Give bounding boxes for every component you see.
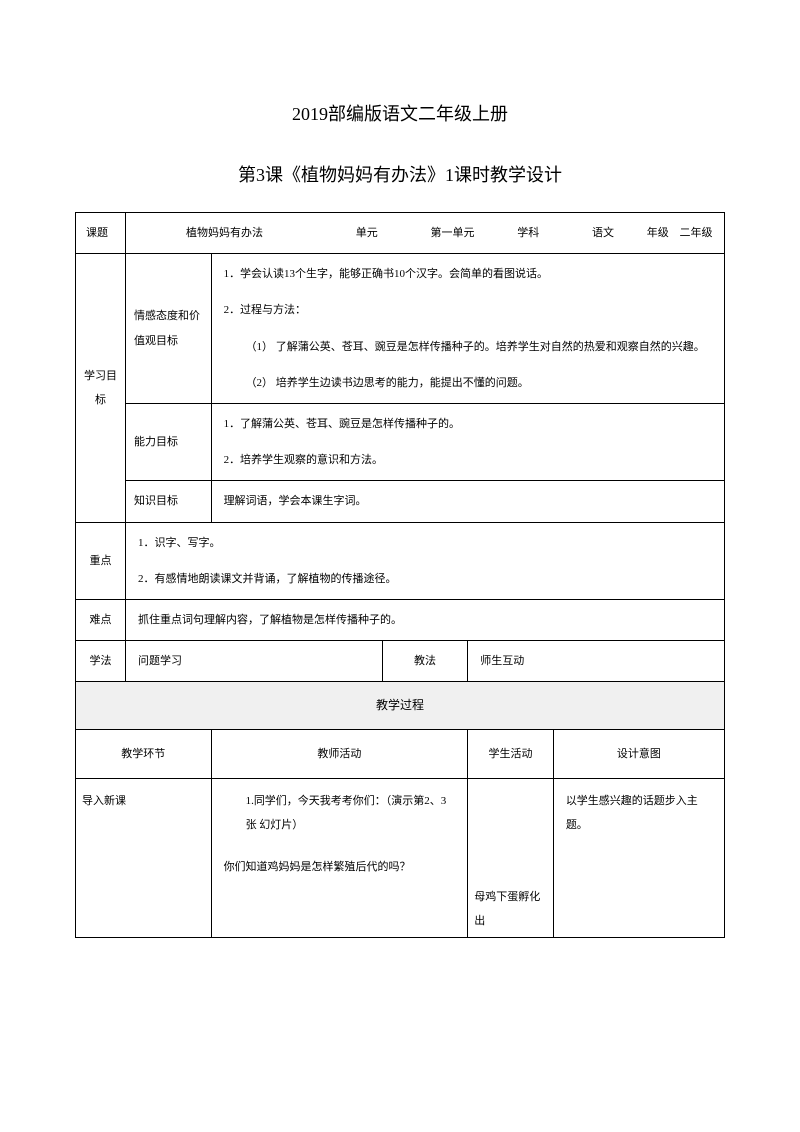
process-section-row: 教学过程 — [76, 682, 725, 729]
unit-value: 第一单元 — [431, 221, 475, 245]
topic-value: 植物妈妈有办法 — [186, 221, 263, 245]
teaching-method-value: 师生互动 — [468, 641, 725, 682]
key-point-label: 重点 — [76, 522, 126, 599]
col-intent: 设计意图 — [553, 729, 724, 778]
col-teacher: 教师活动 — [211, 729, 468, 778]
difficulty-row: 难点 抓住重点词句理解内容，了解植物是怎样传播种子的。 — [76, 599, 725, 640]
intro-student: 母鸡下蛋孵化出 — [468, 778, 554, 938]
unit-label: 单元 — [356, 221, 378, 245]
main-title: 2019部编版语文二年级上册 — [75, 100, 725, 126]
sub-title: 第3课《植物妈妈有办法》1课时教学设计 — [75, 161, 725, 187]
difficulty-label: 难点 — [76, 599, 126, 640]
key-point-row: 重点 1．识字、写字。 2．有感情地朗读课文并背诵，了解植物的传播途径。 — [76, 522, 725, 599]
difficulty-content: 抓住重点词句理解内容，了解植物是怎样传播种子的。 — [126, 599, 725, 640]
intro-intent: 以学生感兴趣的话题步入主题。 — [553, 778, 724, 938]
lesson-plan-table: 课题 植物妈妈有办法 单元 第一单元 学科 语文 年级 二年级 学习目标 情感态… — [75, 212, 725, 938]
subject-value: 语文 — [592, 221, 614, 245]
emotion-label: 情感态度和价值观目标 — [126, 254, 212, 404]
topic-label: 课题 — [76, 213, 126, 254]
subject-label: 学科 — [517, 221, 539, 245]
grade-label: 年级 — [647, 221, 669, 245]
process-section-title: 教学过程 — [76, 682, 725, 729]
ability-content: 1．了解蒲公英、苍耳、豌豆是怎样传播种子的。 2．培养学生观察的意识和方法。 — [211, 403, 724, 480]
knowledge-goal-row: 知识目标 理解词语，学会本课生字词。 — [76, 481, 725, 522]
learning-method-value: 问题学习 — [126, 641, 383, 682]
emotion-goal-row: 学习目标 情感态度和价值观目标 1．学会认读13个生字，能够正确书10个汉字。会… — [76, 254, 725, 404]
col-phase: 教学环节 — [76, 729, 212, 778]
knowledge-label: 知识目标 — [126, 481, 212, 522]
knowledge-content: 理解词语，学会本课生字词。 — [211, 481, 724, 522]
header-row: 课题 植物妈妈有办法 单元 第一单元 学科 语文 年级 二年级 — [76, 213, 725, 254]
method-row: 学法 问题学习 教法 师生互动 — [76, 641, 725, 682]
grade-value: 二年级 — [680, 227, 713, 239]
ability-goal-row: 能力目标 1．了解蒲公英、苍耳、豌豆是怎样传播种子的。 2．培养学生观察的意识和… — [76, 403, 725, 480]
header-content: 植物妈妈有办法 单元 第一单元 学科 语文 年级 二年级 — [126, 213, 725, 254]
intro-phase: 导入新课 — [76, 778, 212, 938]
emotion-content: 1．学会认读13个生字，能够正确书10个汉字。会简单的看图说话。 2．过程与方法… — [211, 254, 724, 404]
teaching-method-label: 教法 — [382, 641, 468, 682]
col-student: 学生活动 — [468, 729, 554, 778]
learning-objectives-label: 学习目标 — [76, 254, 126, 522]
intro-teacher: 1.同学们，今天我考考你们：（演示第2、3张 幻灯片） 你们知道鸡妈妈是怎样繁殖… — [211, 778, 468, 938]
ability-label: 能力目标 — [126, 403, 212, 480]
learning-method-label: 学法 — [76, 641, 126, 682]
key-point-content: 1．识字、写字。 2．有感情地朗读课文并背诵，了解植物的传播途径。 — [126, 522, 725, 599]
process-header-row: 教学环节 教师活动 学生活动 设计意图 — [76, 729, 725, 778]
intro-row: 导入新课 1.同学们，今天我考考你们：（演示第2、3张 幻灯片） 你们知道鸡妈妈… — [76, 778, 725, 938]
